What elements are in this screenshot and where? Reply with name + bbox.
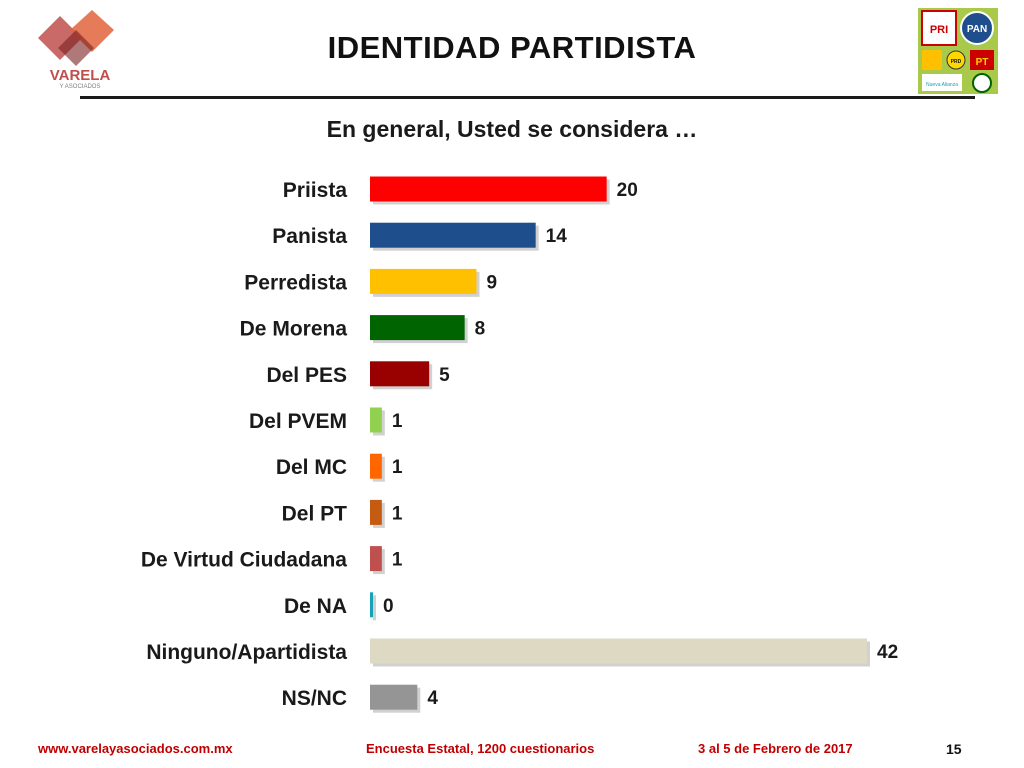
value-label-del-pt: 1: [392, 503, 403, 524]
pri-logo-text: PRI: [930, 24, 948, 36]
bar-de-virtud-ciudadana: [370, 546, 382, 572]
page-title: IDENTIDAD PARTIDISTA: [327, 30, 697, 65]
bar-perredista: [370, 268, 477, 294]
category-label-ninguno-apartidista: Ninguno/Apartidista: [146, 641, 347, 664]
value-label-priista: 20: [617, 180, 638, 201]
category-label-del-pvem: Del PVEM: [249, 410, 347, 433]
category-label-de-virtud-ciudadana: De Virtud Ciudadana: [141, 549, 347, 572]
bar-shadow-de-na: [373, 595, 376, 621]
value-label-ns-nc: 4: [427, 688, 438, 709]
nueva-alianza-logo-text: Nueva Alianza: [926, 82, 958, 88]
pt-logo-text: PT: [976, 57, 989, 68]
category-label-del-pt: Del PT: [282, 502, 348, 525]
pt-logo: [970, 50, 994, 70]
bar-priista: [370, 176, 607, 202]
logo-text: VARELA: [50, 67, 111, 84]
value-label-de-virtud-ciudadana: 1: [392, 550, 403, 571]
footer-url[interactable]: www.varelayasociados.com.mx: [38, 741, 233, 756]
category-label-perredista: Perredista: [244, 271, 347, 294]
category-label-panista: Panista: [272, 225, 347, 248]
nueva-alianza-logo: [922, 74, 962, 91]
category-label-priista: Priista: [283, 179, 348, 202]
pan-logo-text: PAN: [967, 24, 987, 35]
bar-ns-nc: [370, 684, 418, 710]
value-label-panista: 14: [546, 226, 568, 247]
bar-panista: [370, 222, 536, 248]
value-label-perredista: 9: [487, 272, 498, 293]
category-label-de-na: De NA: [284, 595, 347, 618]
bar-del-pvem: [370, 407, 382, 433]
category-label-de-morena: De Morena: [240, 318, 348, 341]
category-label-del-mc: Del MC: [276, 456, 347, 479]
value-label-de-na: 0: [383, 596, 394, 617]
value-label-del-pvem: 1: [392, 411, 403, 432]
value-label-ninguno-apartidista: 42: [877, 642, 898, 663]
bar-de-na: [370, 592, 373, 618]
bar-del-pes: [370, 361, 430, 387]
pri-logo: [921, 10, 957, 46]
page-number: 15: [946, 741, 962, 757]
logo-diamond-right: [70, 10, 114, 52]
morena-logo: [972, 73, 992, 93]
party-logos: PRI PAN PRD PT Nueva Alianza: [918, 8, 998, 94]
value-label-de-morena: 8: [475, 319, 486, 340]
chart-question: En general, Usted se considera …: [326, 116, 698, 142]
company-logo: VARELA Y ASOCIADOS: [38, 10, 114, 90]
category-label-ns-nc: NS/NC: [282, 687, 347, 710]
pan-logo: [960, 11, 994, 45]
footer-survey: Encuesta Estatal, 1200 cuestionarios: [366, 741, 595, 756]
prd-logo-text: PRD: [951, 59, 962, 65]
title-divider: [80, 96, 975, 99]
category-label-del-pes: Del PES: [266, 364, 347, 387]
bar-del-mc: [370, 453, 382, 479]
bar-de-morena: [370, 315, 465, 341]
bar-del-pt: [370, 499, 382, 525]
value-label-del-pes: 5: [439, 365, 450, 386]
logo-diamond-center: [58, 30, 94, 66]
logo-subtext: Y ASOCIADOS: [60, 84, 101, 90]
value-label-del-mc: 1: [392, 457, 403, 478]
footer-date: 3 al 5 de Febrero de 2017: [698, 741, 853, 756]
bar-ninguno-apartidista: [370, 638, 867, 664]
pvem-logo: [922, 50, 942, 70]
prd-logo: [946, 50, 966, 70]
